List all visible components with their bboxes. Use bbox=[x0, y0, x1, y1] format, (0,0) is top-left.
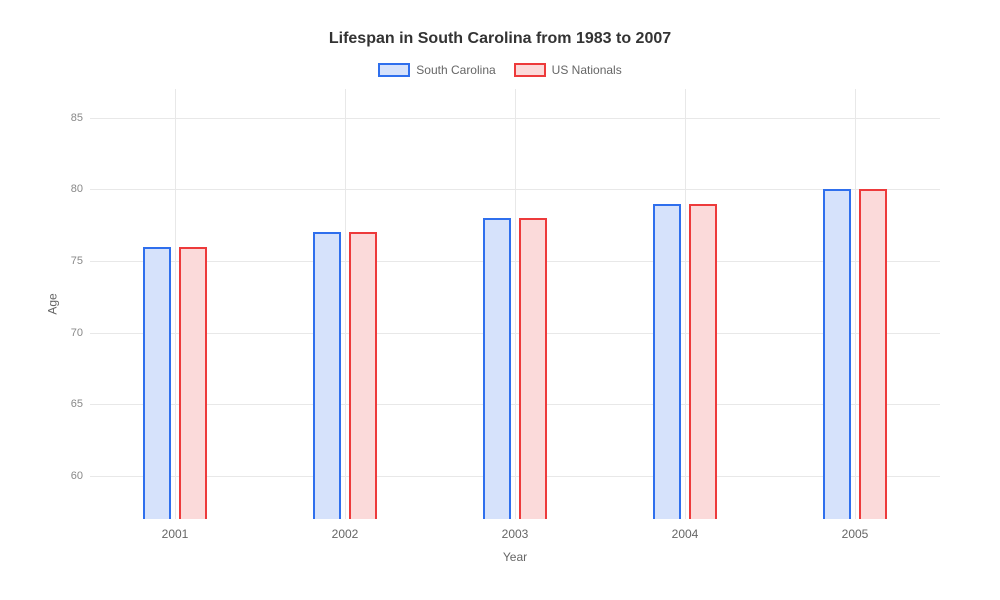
y-tick-label: 65 bbox=[55, 398, 83, 410]
gridline-v bbox=[175, 89, 176, 519]
legend: South Carolina US Nationals bbox=[40, 63, 960, 77]
y-tick-label: 80 bbox=[55, 183, 83, 195]
legend-item-series-0: South Carolina bbox=[378, 63, 495, 77]
chart-title: Lifespan in South Carolina from 1983 to … bbox=[40, 30, 960, 48]
bar-series-0 bbox=[823, 189, 851, 519]
legend-item-series-1: US Nationals bbox=[514, 63, 622, 77]
y-tick-label: 85 bbox=[55, 112, 83, 124]
gridline-v bbox=[855, 89, 856, 519]
legend-label-0: South Carolina bbox=[416, 63, 495, 77]
bar-series-1 bbox=[689, 204, 717, 519]
gridline-v bbox=[515, 89, 516, 519]
bar-series-0 bbox=[483, 218, 511, 519]
bar-series-1 bbox=[859, 189, 887, 519]
x-axis-label: Year bbox=[503, 550, 527, 564]
y-tick-label: 60 bbox=[55, 470, 83, 482]
gridline-v bbox=[685, 89, 686, 519]
x-tick-label: 2005 bbox=[842, 527, 869, 541]
x-tick-label: 2004 bbox=[672, 527, 699, 541]
gridline-v bbox=[345, 89, 346, 519]
x-tick-label: 2003 bbox=[502, 527, 529, 541]
y-axis-label: Age bbox=[46, 293, 60, 314]
legend-swatch-1 bbox=[514, 63, 546, 77]
y-tick-label: 75 bbox=[55, 255, 83, 267]
x-tick-label: 2002 bbox=[332, 527, 359, 541]
bar-series-0 bbox=[653, 204, 681, 519]
chart-container: Lifespan in South Carolina from 1983 to … bbox=[0, 0, 1000, 600]
y-tick-label: 70 bbox=[55, 327, 83, 339]
plot-area: Age Year 6065707580852001200220032004200… bbox=[90, 89, 940, 519]
bar-series-1 bbox=[349, 232, 377, 519]
legend-swatch-0 bbox=[378, 63, 410, 77]
bar-series-1 bbox=[519, 218, 547, 519]
bar-series-0 bbox=[313, 232, 341, 519]
bar-series-0 bbox=[143, 247, 171, 519]
x-tick-label: 2001 bbox=[162, 527, 189, 541]
bar-series-1 bbox=[179, 247, 207, 519]
legend-label-1: US Nationals bbox=[552, 63, 622, 77]
